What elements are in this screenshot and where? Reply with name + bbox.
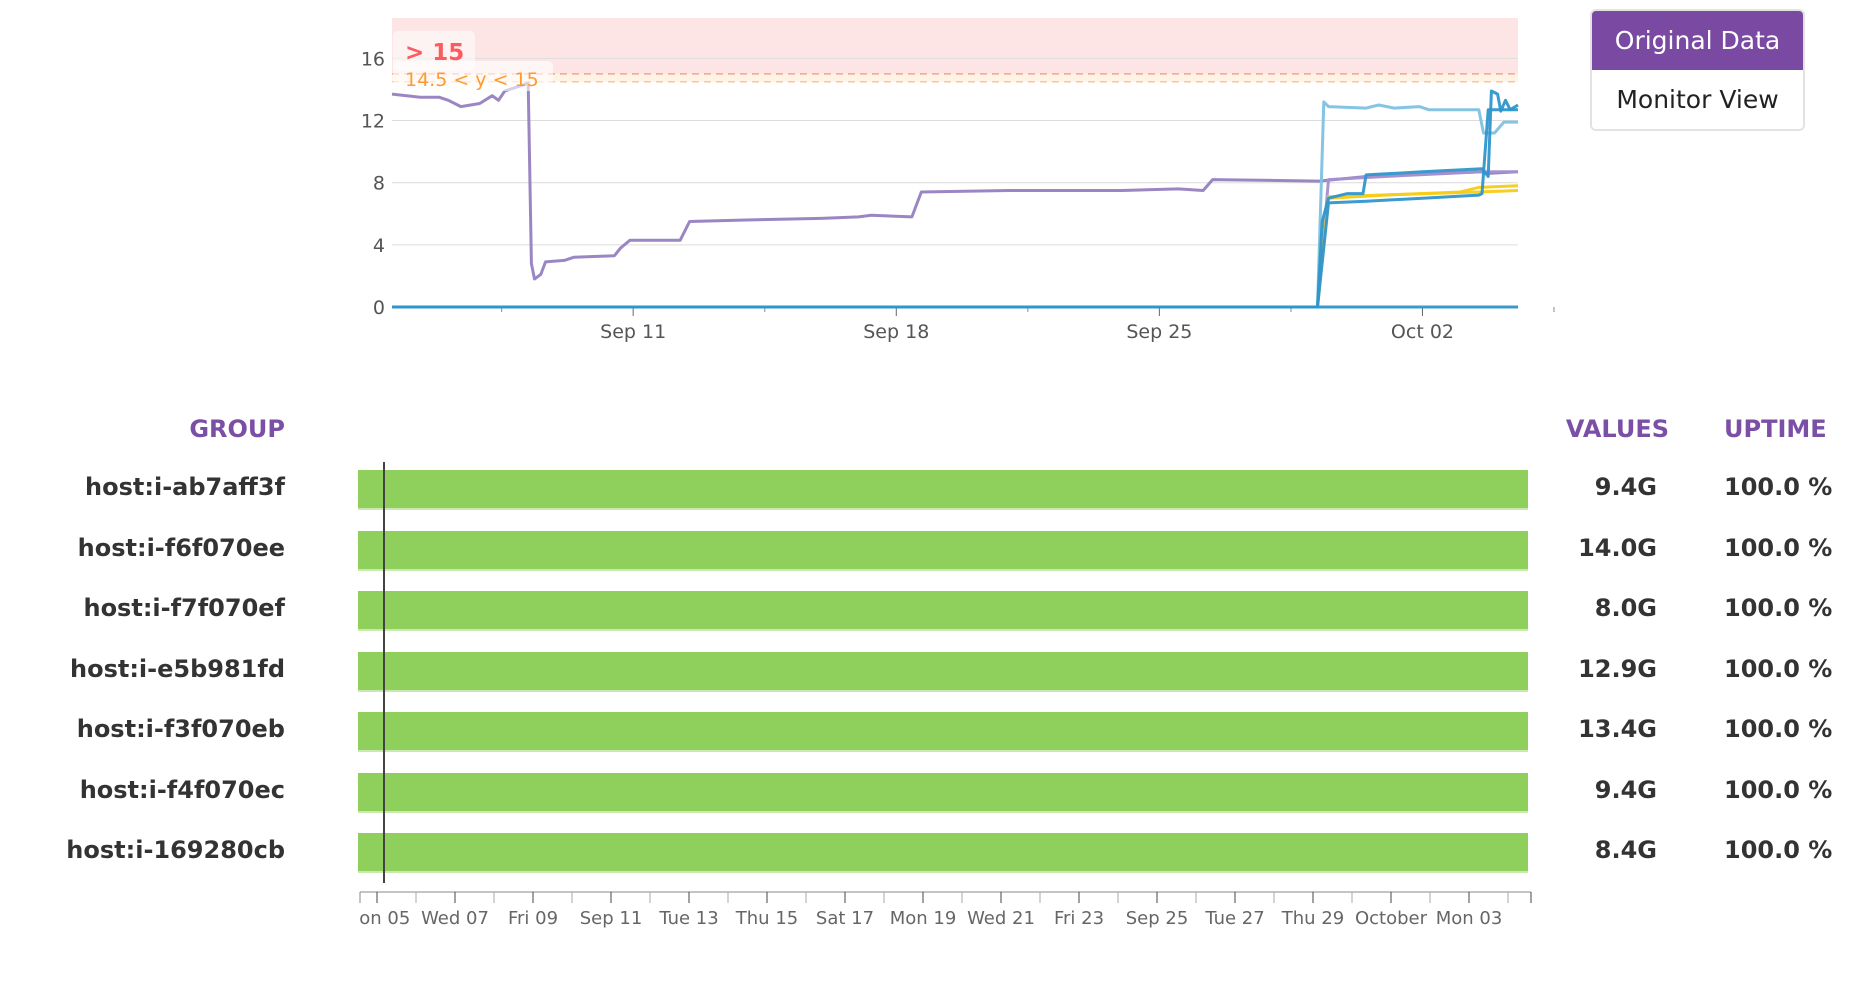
uptime-bar[interactable] <box>358 833 1528 873</box>
group-label: host:i-f3f070eb <box>76 715 285 743</box>
row-value: 14.0G <box>1578 533 1657 562</box>
row-uptime: 100.0 % <box>1724 836 1833 864</box>
row-value: 8.4G <box>1594 836 1657 864</box>
y-tick-label: 0 <box>373 297 385 319</box>
view-toggle: Original Data Monitor View <box>1590 9 1805 131</box>
x-tick-label: Oct 02 <box>1391 321 1454 343</box>
row-value: 9.4G <box>1594 473 1657 501</box>
timeline-tick-label: October <box>1355 908 1428 929</box>
uptime-bar[interactable] <box>358 530 1528 571</box>
x-tick-label: Sep 11 <box>600 321 666 343</box>
group-header: GROUP <box>189 415 285 443</box>
timeline-labels: Mon 05 Wed 07 Fri 09 Sep 11 Tue 13 Thu 15 Sat … <box>344 908 1503 929</box>
row-uptime: 100.0 % <box>1724 473 1833 501</box>
row-value: 9.4G <box>1594 775 1657 804</box>
timeline-tick-label: Wed 07 <box>421 908 489 929</box>
group-label: host:i-e5b981fd <box>70 654 285 683</box>
series-line-5 <box>392 100 1518 309</box>
timeline-tick-label: Mon 19 <box>890 908 957 929</box>
row-uptime: 100.0 % <box>1724 654 1833 683</box>
row-uptime: 100.0 % <box>1724 775 1833 804</box>
group-label: host:i-f6f070ee <box>77 533 285 562</box>
timeline-tick-label: Thu 29 <box>1281 908 1344 929</box>
row-value: 8.0G <box>1594 594 1657 622</box>
series-line-3 <box>392 184 1519 309</box>
group-label: host:i-f4f070ec <box>79 775 285 804</box>
monitor-view-button[interactable]: Monitor View <box>1592 70 1803 129</box>
y-tick-label: 16 <box>361 48 385 70</box>
timeline-tick-label: Fri 09 <box>508 908 558 929</box>
warning-threshold-label: 14.5 < y < 15 <box>405 69 539 91</box>
uptime-bar[interactable] <box>358 772 1528 813</box>
uptime-header: UPTIME <box>1724 415 1827 443</box>
group-label: host:i-ab7aff3f <box>85 473 285 501</box>
timeline-axis: Mon 05 Wed 07 Fri 09 Sep 11 Tue 13 Thu 15 Sat … <box>344 891 1532 929</box>
critical-threshold-band <box>392 18 1518 74</box>
group-label: host:i-169280cb <box>66 836 285 864</box>
timeline-tick-label: Sep 25 <box>1126 908 1189 929</box>
group-label: host:i-f7f070ef <box>83 594 285 622</box>
timeline-tick-label: Wed 21 <box>967 908 1035 929</box>
uptime-bar[interactable] <box>358 712 1528 752</box>
timeline-tick-label: Fri 23 <box>1054 908 1104 929</box>
series-line-7 <box>392 108 1518 309</box>
uptime-bar[interactable] <box>358 651 1528 692</box>
row-uptime: 100.0 % <box>1724 533 1833 562</box>
values-header: VALUES <box>1565 415 1669 443</box>
timeline-tick-label: Thu 15 <box>735 908 798 929</box>
time-cursor-line <box>383 462 385 883</box>
uptime-bar[interactable] <box>358 470 1528 510</box>
y-tick-label: 8 <box>373 173 385 195</box>
x-tick-label: Sep 18 <box>863 321 929 343</box>
row-value: 12.9G <box>1578 654 1657 683</box>
timeline-tick-label: Tue 13 <box>658 908 718 929</box>
y-tick-label: 12 <box>361 111 385 133</box>
warning-threshold-band <box>392 73 1518 82</box>
series-line-6 <box>392 89 1519 309</box>
timeline-tick-label: Tue 27 <box>1204 908 1264 929</box>
warning-label-box <box>393 61 553 91</box>
series-line-4 <box>392 189 1519 309</box>
series-line-1 <box>391 81 1519 281</box>
timeline-tick-label: Sep 11 <box>580 908 643 929</box>
row-uptime: 100.0 % <box>1724 594 1833 622</box>
x-tick-label: Sep 25 <box>1126 321 1192 343</box>
timeline-tick-label: Mon 03 <box>1436 908 1503 929</box>
y-tick-label: 4 <box>373 235 385 257</box>
uptime-bar[interactable] <box>358 591 1528 631</box>
original-data-button[interactable]: Original Data <box>1592 11 1803 70</box>
row-value: 13.4G <box>1578 715 1657 743</box>
timeline-tick-label: Sat 17 <box>816 908 874 929</box>
timeline-tick-label: Mon 05 <box>344 908 411 929</box>
row-uptime: 100.0 % <box>1724 715 1833 743</box>
